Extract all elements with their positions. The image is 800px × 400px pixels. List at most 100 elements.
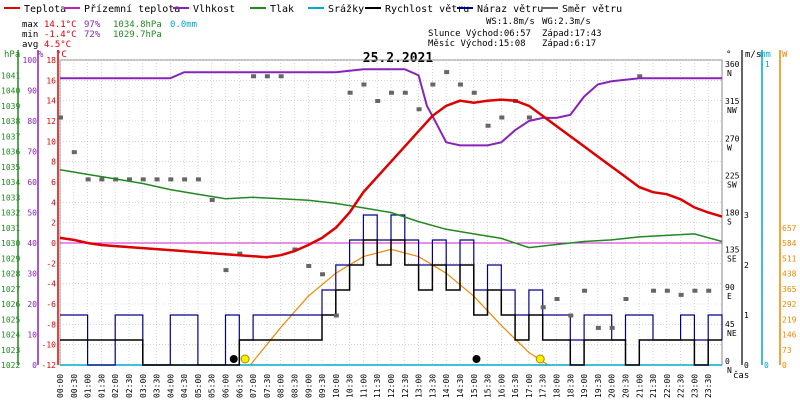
direction-point — [58, 115, 63, 120]
x-tick-label: 01:00 — [84, 374, 93, 398]
humidity-tick-label: 0 — [32, 361, 37, 370]
legend-label: Směr větru — [562, 3, 622, 15]
pressure-tick-label: 1035 — [1, 163, 20, 172]
pressure-tick-label: 1028 — [1, 270, 20, 279]
info-text: Západ:17:43 — [542, 29, 602, 39]
x-tick-label: 14:30 — [456, 374, 465, 398]
direction-point — [306, 264, 312, 268]
x-tick-label: 02:30 — [125, 374, 134, 398]
direction-tick-value: 135 — [725, 246, 740, 255]
pressure-tick-label: 1029 — [1, 254, 20, 263]
direction-tick-symbol: N — [727, 69, 732, 78]
axis-unit-direction: ° — [726, 50, 731, 60]
temperature-tick-label: 18 — [46, 56, 56, 65]
direction-point — [692, 288, 698, 293]
series-humidity — [60, 68, 722, 147]
x-tick-label: 19:00 — [580, 374, 589, 398]
wind-tick-label: 3 — [744, 211, 749, 220]
stats-value: 97% — [84, 20, 101, 30]
direction-tick-symbol: E — [727, 292, 732, 301]
x-tick-label: 06:30 — [235, 374, 244, 398]
direction-point — [609, 325, 615, 330]
wind-tick-label: 2 — [744, 261, 749, 270]
stats-value: 0.0mm — [170, 20, 197, 30]
temperature-tick-label: -2 — [46, 259, 56, 268]
temperature-tick-label: 2 — [51, 219, 56, 228]
direction-point — [582, 288, 588, 293]
solar-tick-label: 219 — [782, 315, 797, 324]
series-solar — [249, 248, 549, 366]
rain-tick-label: 0 — [764, 361, 769, 370]
direction-tick-value: 0 — [725, 357, 730, 366]
solar-tick-label: 0 — [782, 361, 787, 370]
direction-tick-symbol: SE — [727, 255, 737, 264]
stats-value: -1.4°C — [44, 30, 77, 40]
x-tick-label: 10:30 — [346, 374, 355, 398]
pressure-tick-label: 1023 — [1, 346, 20, 355]
direction-tick-value: 315 — [725, 97, 740, 106]
direction-point — [347, 90, 353, 95]
direction-point — [361, 82, 367, 87]
direction-tick-value: 180 — [725, 209, 740, 218]
x-tick-label: 21:00 — [635, 374, 644, 398]
x-tick-label: 23:30 — [704, 374, 713, 398]
x-tick-label: 18:00 — [553, 374, 562, 398]
wind-tick-label: 0 — [744, 361, 749, 370]
x-tick-label: 21:30 — [649, 374, 658, 398]
pressure-tick-label: 1024 — [1, 331, 20, 340]
chart-plot-area — [58, 68, 723, 366]
direction-point — [499, 115, 505, 120]
humidity-tick-label: 70 — [27, 148, 37, 157]
x-tick-label: 17:00 — [525, 374, 534, 398]
pressure-tick-label: 1032 — [1, 209, 20, 218]
legend-label: Teplota — [24, 4, 66, 15]
x-tick-label: 14:00 — [442, 374, 451, 398]
direction-point — [706, 288, 712, 293]
stats-value: 1029.7hPa — [113, 30, 162, 40]
pressure-tick-label: 1022 — [1, 361, 20, 370]
wind-tick-label: 1 — [744, 311, 749, 320]
direction-point — [278, 74, 284, 79]
direction-point — [623, 297, 629, 301]
pressure-tick-label: 1027 — [1, 285, 20, 294]
stats-value: max — [22, 20, 39, 30]
x-tick-label: 20:30 — [621, 374, 630, 398]
direction-tick-value: 225 — [725, 171, 740, 180]
temperature-tick-label: -6 — [46, 300, 56, 309]
rain-tick-label: -1 — [760, 60, 770, 69]
direction-point — [223, 268, 229, 273]
solar-tick-label: 584 — [782, 239, 797, 248]
pressure-tick-label: 1026 — [1, 300, 20, 309]
direction-point — [333, 313, 339, 318]
direction-point — [554, 297, 560, 301]
x-tick-label: 16:00 — [497, 374, 506, 398]
direction-point — [416, 107, 422, 112]
humidity-tick-label: 30 — [27, 270, 37, 279]
legend-label: Náraz větru — [477, 3, 543, 15]
x-tick-label: 00:30 — [70, 374, 79, 398]
solar-tick-label: 146 — [782, 331, 797, 340]
direction-point — [402, 90, 408, 95]
x-tick-label: 02:00 — [111, 374, 120, 398]
axis-unit-wind: m/s — [745, 50, 761, 60]
direction-point — [195, 177, 201, 182]
temperature-tick-label: 8 — [51, 158, 56, 167]
direction-point — [182, 177, 188, 182]
direction-point — [264, 74, 270, 79]
solar-tick-label: 657 — [782, 224, 797, 233]
pressure-tick-label: 1040 — [1, 87, 20, 96]
direction-point — [99, 177, 105, 182]
x-tick-label: 23:00 — [690, 374, 699, 398]
x-tick-label: 15:30 — [484, 374, 493, 398]
x-tick-label: 05:30 — [208, 374, 217, 398]
stats-value: 14.1°C — [44, 20, 77, 30]
legend-label: Srážky — [328, 3, 364, 15]
direction-tick-symbol: NE — [727, 329, 737, 338]
x-axis-label: čas — [733, 370, 749, 381]
pressure-tick-label: 1033 — [1, 193, 20, 202]
x-tick-label: 04:30 — [180, 374, 189, 398]
humidity-tick-label: 100 — [23, 56, 38, 65]
direction-point — [168, 177, 174, 182]
direction-point — [595, 325, 601, 330]
x-tick-label: 19:30 — [594, 374, 603, 398]
